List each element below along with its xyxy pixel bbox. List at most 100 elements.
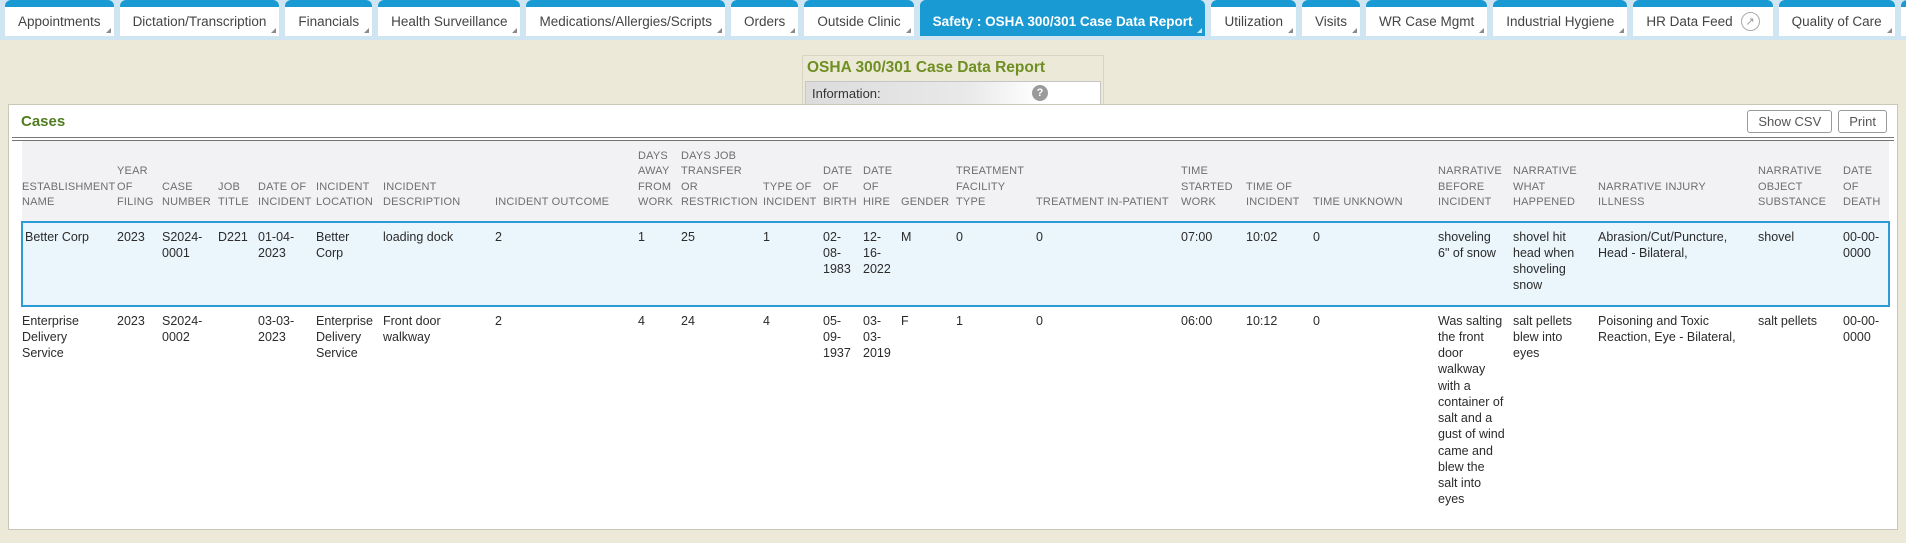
cell: 1 [638,220,681,307]
cell: 02-08-1983 [823,220,863,307]
cases-table-body: Better Corp 2023 S2024-0001 D221 01-04-2023 B… [21,220,1890,536]
cell: 0 [1313,313,1320,328]
tab-label: Financials [298,14,360,29]
column-header-job-title: JOB TITLE [218,141,258,222]
tab-industrial-hygiene[interactable]: Industrial Hygiene [1493,0,1628,36]
column-header-narrative-before-incident: NARRATIVE BEFORE INCIDENT [1438,141,1513,222]
cell: Poisoning and Toxic Reaction, Eye - Bila… [1598,313,1736,344]
tab-label: Orders [744,14,786,29]
external-link-icon: ↗ [1740,12,1760,31]
column-header-date-of-birth: DATE OF BIRTH [823,141,863,222]
tab-label: Visits [1314,14,1347,29]
column-header-narrative-what-happened: NARRATIVE WHAT HAPPENED [1513,141,1598,222]
cell: salt pellets blew into eyes [1513,313,1573,361]
tab-health-surveillance[interactable]: Health Surveillance [378,0,521,36]
cell [218,306,258,536]
cell: 2 [495,313,502,328]
table-row[interactable]: Enterprise Delivery Service 2023 S2024-000… [22,306,1889,536]
tab-dictation-transcription[interactable]: Dictation/Transcription [119,0,280,36]
cell: F [901,313,909,328]
cell: shovel hit head when shoveling snow [1513,220,1598,307]
column-header-incident-location: INCIDENT LOCATION [316,141,383,222]
column-header-days-away-from-work: DAYS AWAY FROM WORK [638,141,681,222]
page-header-block: OSHA 300/301 Case Data Report Informatio… [802,55,1104,108]
cell: Better Corp [316,220,383,307]
cell: 03-03-2019 [863,313,891,361]
tab-orders[interactable]: Orders [731,0,799,36]
column-header-year-of-filing: YEAR OF FILING [117,141,162,222]
cell: 1 [763,220,823,307]
column-header-time-started-work: TIME STARTED WORK [1181,141,1246,222]
cell: 0 [1313,220,1438,307]
tab-safety-osha-300-301-case-data-report[interactable]: Safety : OSHA 300/301 Case Data Report [919,0,1206,36]
column-header-time-of-incident: TIME OF INCIDENT [1246,141,1313,222]
cases-table-header-row: ESTABLISHMENT NAME YEAR OF FILING CASE NUM… [22,141,1889,222]
column-header-incident-description: INCIDENT DESCRIPTION [383,141,495,222]
tab-label: Quality of Care [1791,14,1882,29]
cell: 4 [763,313,770,328]
tab-wr-case-mgmt[interactable]: WR Case Mgmt [1366,0,1488,36]
cell: 2023 [117,313,145,328]
tab-label: HR Data Feed [1646,14,1733,29]
cell: 24 [681,313,695,328]
tab-bar: Appointments Dictation/Transcription Finan… [0,0,1906,40]
tab-executive-dashboard[interactable]: Executive Dashboard↗ [1900,0,1906,36]
cell: Enterprise Delivery Service [22,313,79,361]
cell: 03-03-2023 [258,313,295,344]
cases-toolbar: Cases Show CSV Print [9,105,1897,137]
table-row[interactable]: Better Corp 2023 S2024-0001 D221 01-04-2023 B… [21,220,1890,307]
tab-label: WR Case Mgmt [1379,14,1475,29]
tab-medications-allergies-scripts[interactable]: Medications/Allergies/Scripts [526,0,726,36]
cell: Was salting the front door walkway with … [1438,313,1505,507]
column-header-date-of-hire: DATE OF HIRE [863,141,901,222]
cell: D221 [218,220,258,307]
information-bar: Information: ? [805,81,1101,105]
print-button[interactable]: Print [1838,110,1887,133]
cell: 2 [495,220,638,307]
help-icon[interactable]: ? [1032,85,1048,101]
column-header-case-number: CASE NUMBER [162,141,218,222]
column-header-date-of-incident: DATE OF INCIDENT [258,141,316,222]
tab-quality-of-care[interactable]: Quality of Care [1778,0,1895,36]
tab-label: Industrial Hygiene [1506,14,1615,29]
information-label: Information: [812,85,881,101]
column-header-establishment-name: ESTABLISHMENT NAME [22,141,117,222]
cell: 10:02 [1246,220,1313,307]
tab-label: Safety : OSHA 300/301 Case Data Report [932,14,1193,29]
cell: 05-09-1937 [823,313,851,361]
tab-hr-data-feed[interactable]: HR Data Feed ↗ [1633,0,1773,36]
tab-label: Appointments [18,14,101,29]
column-header-type-of-incident: TYPE OF INCIDENT [763,141,823,222]
tab-financials[interactable]: Financials [285,0,373,36]
cell: 1 [956,313,963,328]
cell: 2023 [117,220,162,307]
tab-utilization[interactable]: Utilization [1211,0,1296,36]
cell: 25 [681,220,763,307]
cell: 00-00-0000 [1843,313,1880,344]
cell: 06:00 [1181,313,1213,328]
tab-label: Medications/Allergies/Scripts [539,14,713,29]
column-header-time-unknown: TIME UNKNOWN [1313,141,1438,222]
show-csv-button[interactable]: Show CSV [1747,110,1833,133]
cell: 0 [1036,313,1043,328]
tab-label: Health Surveillance [391,14,508,29]
cell: 0 [1036,220,1181,307]
cell: 01-04-2023 [258,220,316,307]
column-header-narrative-injury-illness: NARRATIVE INJURY ILLNESS [1598,141,1758,222]
cell: S2024-0002 [162,313,203,344]
column-header-days-job-transfer-or-restriction: DAYS JOB TRANSFER OR RESTRICTION [681,141,763,222]
tab-visits[interactable]: Visits [1301,0,1361,36]
column-header-incident-outcome: INCIDENT OUTCOME [495,141,638,222]
cell: Abrasion/Cut/Puncture, Head - Bilateral, [1598,220,1758,307]
column-header-treatment-facility-type: TREATMENT FACILITY TYPE [956,141,1036,222]
cell: Better Corp [21,220,117,307]
column-header-gender: GENDER [901,141,956,222]
page-title: OSHA 300/301 Case Data Report [807,59,1046,76]
cell: Front door walkway [383,313,441,344]
column-header-treatment-in-patient: TREATMENT IN-PATIENT [1036,141,1181,222]
cell: loading dock [383,220,495,307]
tab-label: Dictation/Transcription [132,14,267,29]
tab-outside-clinic[interactable]: Outside Clinic [804,0,914,36]
cell: salt pellets [1758,313,1818,328]
tab-appointments[interactable]: Appointments [5,0,114,36]
